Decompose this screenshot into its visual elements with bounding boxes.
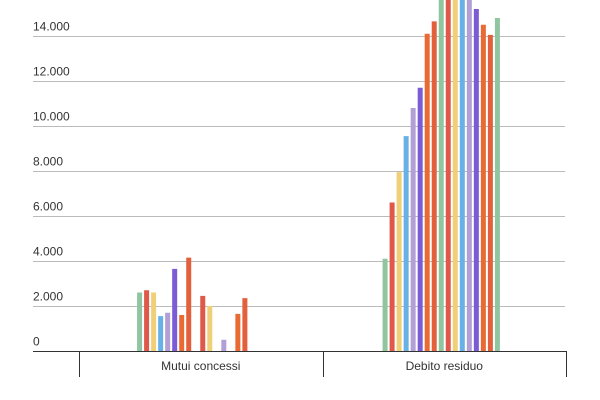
bar bbox=[473, 9, 479, 351]
y-tick-labels: 0 2.000 4.000 6.000 8.000 10.000 12.000 14.000 bbox=[33, 20, 70, 349]
y-tick-label: 12.000 bbox=[33, 65, 70, 79]
bar bbox=[151, 292, 157, 351]
bar bbox=[438, 0, 444, 351]
y-tick-label: 8.000 bbox=[33, 155, 63, 169]
category-label: Debito residuo bbox=[406, 359, 484, 373]
y-tick-label: 2.000 bbox=[33, 290, 63, 304]
bar bbox=[487, 34, 493, 352]
category-labels: Mutui concessi Debito residuo bbox=[161, 359, 483, 373]
bar bbox=[242, 298, 248, 352]
x-axis bbox=[33, 351, 567, 377]
y-tick-label: 14.000 bbox=[33, 20, 70, 34]
bar bbox=[172, 268, 178, 352]
bar bbox=[410, 108, 416, 351]
bar bbox=[137, 292, 143, 351]
gridlines bbox=[33, 36, 565, 307]
y-tick-label: 10.000 bbox=[33, 110, 70, 124]
bar bbox=[480, 24, 486, 351]
y-tick-label: 4.000 bbox=[33, 245, 63, 259]
bar bbox=[144, 290, 150, 351]
bar bbox=[431, 21, 437, 352]
bar bbox=[466, 0, 472, 351]
category-label: Mutui concessi bbox=[161, 359, 240, 373]
bar bbox=[165, 312, 171, 351]
bar bbox=[403, 136, 409, 351]
bar bbox=[179, 315, 185, 351]
bar bbox=[207, 306, 213, 351]
bar bbox=[158, 316, 164, 352]
bar bbox=[382, 258, 388, 351]
bar bbox=[221, 339, 227, 351]
bar bbox=[445, 0, 451, 351]
bar bbox=[186, 257, 192, 352]
bar bbox=[417, 87, 423, 351]
bar bbox=[424, 33, 430, 351]
y-tick-label: 6.000 bbox=[33, 200, 63, 214]
bar bbox=[389, 202, 395, 351]
bar bbox=[396, 172, 402, 352]
bar bbox=[235, 313, 241, 352]
bar bbox=[459, 0, 465, 351]
bars bbox=[137, 0, 500, 352]
bar bbox=[200, 295, 206, 352]
bar bbox=[494, 18, 500, 351]
y-tick-label: 0 bbox=[33, 335, 40, 349]
bar bbox=[452, 0, 458, 351]
